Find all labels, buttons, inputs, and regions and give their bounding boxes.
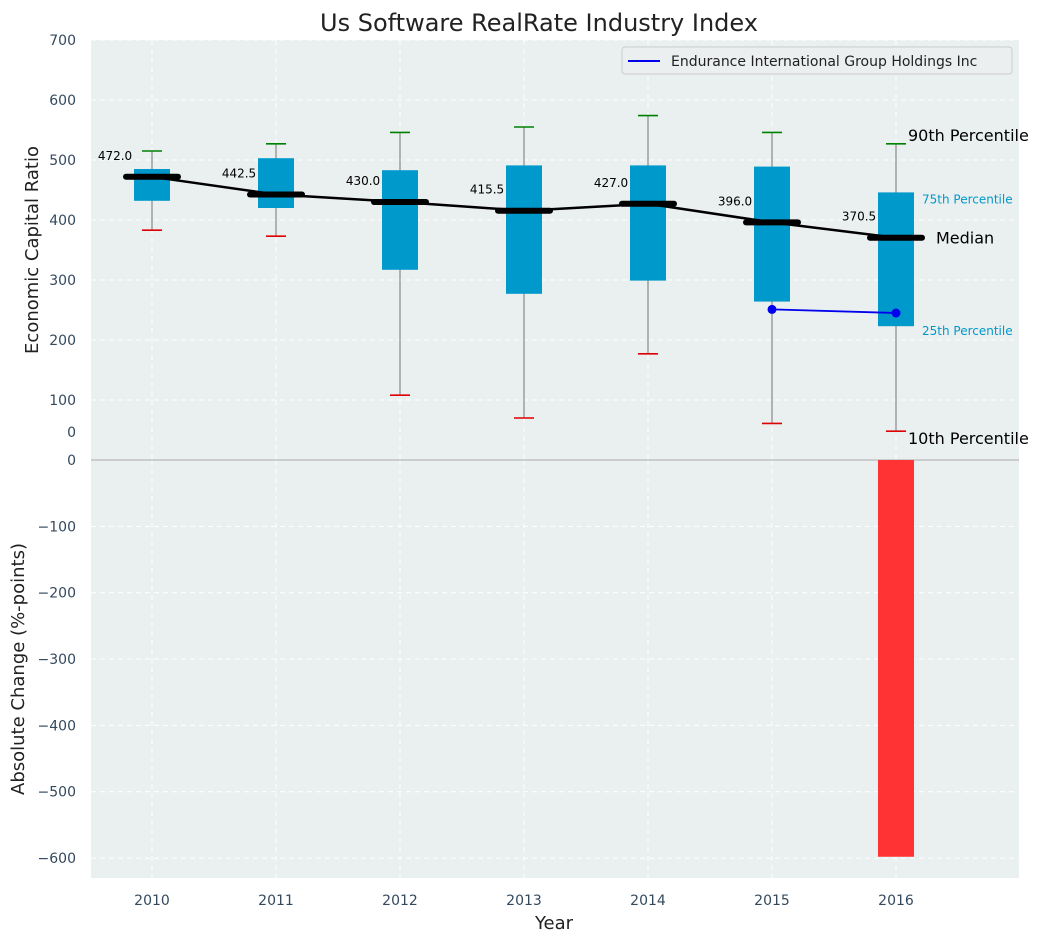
annotation-90th: 90th Percentile [908, 126, 1029, 145]
top-y-tick-label: 300 [49, 273, 76, 289]
top-plot-area [91, 40, 1019, 460]
top-y-tick-label: 700 [49, 33, 76, 49]
legend-frame [621, 46, 1013, 75]
annotation-75th: 75th Percentile [922, 192, 1013, 206]
median-value-label: 427.0 [594, 176, 628, 190]
box-iqr [506, 165, 542, 294]
change-bar [878, 460, 914, 857]
median-value-label: 396.0 [718, 194, 752, 208]
x-tick-label: 2011 [258, 893, 294, 909]
bottom-y-tick-label: −500 [38, 785, 76, 801]
annotation-25th: 25th Percentile [922, 324, 1013, 338]
bottom-y-tick-label: −300 [38, 652, 76, 668]
top-y-tick-label: 100 [49, 393, 76, 409]
company-series-point [891, 308, 901, 318]
top-y-tick-label: 500 [49, 153, 76, 169]
box-iqr [134, 169, 170, 201]
top-y-tick-label: 200 [49, 333, 76, 349]
top-panel: 0 100 200 300 400 500 600 700 472.0 442.5 430.0 415… [49, 33, 1029, 460]
x-tick-label: 2013 [506, 893, 542, 909]
x-tick-label: 2010 [134, 893, 170, 909]
bottom-y-tick-label: −400 [38, 718, 76, 734]
chart-title: Us Software RealRate Industry Index [320, 9, 758, 37]
annotation-median: Median [936, 229, 994, 248]
x-axis-label: Year [534, 913, 574, 934]
box-iqr [754, 166, 790, 302]
median-value-label: 430.0 [346, 174, 380, 188]
x-tick-label: 2016 [878, 893, 914, 909]
x-tick-label: 2012 [382, 893, 418, 909]
box-iqr [258, 158, 294, 208]
box-iqr [382, 170, 418, 270]
median-value-label: 442.5 [222, 167, 256, 181]
median-value-label: 472.0 [98, 149, 132, 163]
median-value-label: 415.5 [470, 183, 504, 197]
median-value-label: 370.5 [842, 210, 876, 224]
top-y-axis-label: Economic Capital Ratio [22, 146, 43, 354]
company-series-line [771, 308, 897, 314]
legend-label: Endurance International Group Holdings I… [671, 54, 977, 70]
bottom-y-axis-label: Absolute Change (%-points) [8, 543, 29, 795]
box-iqr [630, 165, 666, 281]
company-series-point [767, 304, 777, 314]
bottom-y-tick-label: −100 [38, 519, 76, 535]
box-iqr [878, 192, 914, 327]
x-tick-label: 2015 [754, 893, 790, 909]
x-tick-label: 2014 [630, 893, 666, 909]
bottom-y-tick-label: −200 [38, 586, 76, 602]
bottom-y-tick-label: 0 [67, 453, 76, 469]
annotation-10th: 10th Percentile [908, 429, 1029, 448]
top-y-tick-label: 400 [49, 213, 76, 229]
bottom-y-tick-label: −600 [38, 851, 76, 867]
bottom-panel: 0 −100 −200 −300 −400 −500 −600 2010 2011 2012 201… [38, 453, 1019, 909]
top-y-tick-label: 0 [67, 425, 76, 441]
legend: Endurance International Group Holdings I… [621, 46, 1013, 75]
top-y-tick-label: 600 [49, 93, 76, 109]
bottom-plot-area [91, 460, 1019, 878]
